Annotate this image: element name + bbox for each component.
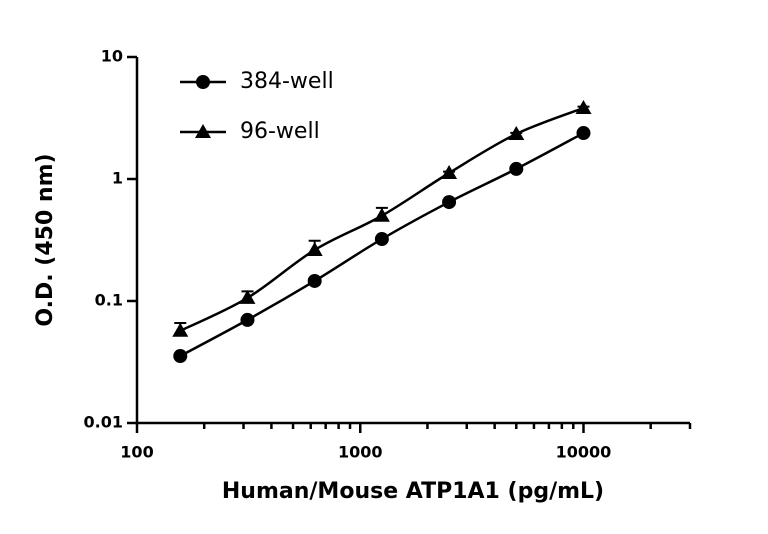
data-point <box>441 164 458 179</box>
data-point <box>173 349 188 364</box>
data-point <box>442 195 457 210</box>
data-point <box>373 207 390 222</box>
x-tick-label: 10000 <box>556 443 612 462</box>
x-tick-label: 100 <box>120 443 153 462</box>
data-point <box>576 126 591 141</box>
y-tick-label: 0.01 <box>84 413 123 432</box>
legend-marker <box>196 75 210 89</box>
legend-label: 384-well <box>240 69 334 94</box>
data-point <box>374 232 389 247</box>
data-point <box>239 289 256 304</box>
data-point <box>306 241 323 256</box>
y-tick-label: 10 <box>101 47 123 66</box>
y-axis-title: O.D. (450 nm) <box>33 153 58 326</box>
legend-marker <box>195 124 211 138</box>
y-tick-label: 0.1 <box>95 291 123 310</box>
y-tick-label: 1 <box>112 169 123 188</box>
data-point <box>509 161 524 176</box>
data-point <box>240 312 255 327</box>
data-point <box>575 99 592 114</box>
data-point <box>307 273 322 288</box>
legend-label: 96-well <box>240 119 320 144</box>
x-tick-label: 1000 <box>338 443 383 462</box>
data-point <box>508 125 525 140</box>
data-point <box>172 322 189 337</box>
x-axis-title: Human/Mouse ATP1A1 (pg/mL) <box>222 479 604 504</box>
